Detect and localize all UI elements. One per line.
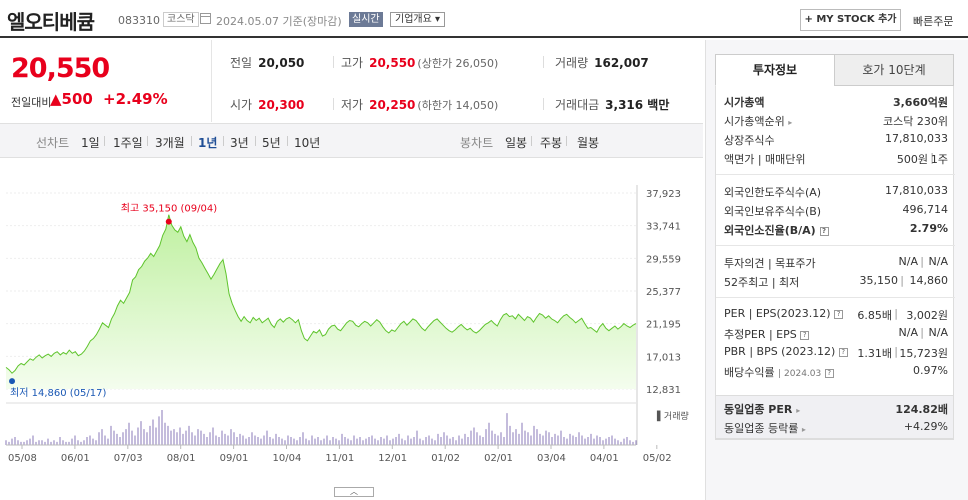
x-tick-label: 04/01 <box>590 453 619 464</box>
candle-chart-label: 봉차트 <box>460 136 494 150</box>
industry-box: 동일업종 PER ▸ 124.82배 동일업종 등락률 ▸ +4.29% <box>715 395 954 439</box>
help-icon: ? <box>800 331 810 340</box>
high-price: 고가 20,550 (상한가 26,050) <box>341 56 499 70</box>
x-tick-label: 11/01 <box>325 453 354 464</box>
period-1y[interactable]: 1년 <box>198 136 218 150</box>
arrow-right-icon: ▸ <box>788 118 793 127</box>
quote-table: 전일 20,050 고가 20,550 (상한가 26,050) 거래량 162,007… <box>213 40 703 122</box>
invest-info-panel: 투자정보 호가 10단계 시가총액 3,660억원 시가총액순위 ▸ 코스닥 230… <box>705 40 968 500</box>
help-icon: ? <box>824 369 834 378</box>
x-tick-label: 03/04 <box>537 453 566 464</box>
foreign-limit-row: 외국인한도주식수(A) 17,810,033 <box>724 184 948 199</box>
low-marker <box>9 378 16 385</box>
x-tick-label: 10/04 <box>273 453 302 464</box>
candle-daily[interactable]: 일봉 <box>505 136 528 150</box>
y-tick-label: 29,559 <box>646 254 681 265</box>
chart-period-bar: 선차트 1일 1주일 3개월 1년 3년 5년 10년 봉차트 일봉 주봉 월봉 <box>0 123 703 158</box>
y-tick-label: 12,831 <box>646 385 681 396</box>
open-price: 시가 20,300 <box>230 98 305 112</box>
rank-row[interactable]: 시가총액순위 ▸ 코스닥 230위 <box>724 115 948 128</box>
volume: 거래량 162,007 <box>555 56 649 70</box>
company-info-dropdown[interactable]: 기업개요 ▾ <box>390 12 445 27</box>
tab-orderbook[interactable]: 호가 10단계 <box>834 54 954 86</box>
y-tick-label: 21,195 <box>646 320 681 331</box>
industry-rate-row[interactable]: 동일업종 등락률 ▸ +4.29% <box>724 420 948 435</box>
week52-row: 52주최고 | 최저 35,150 | 14,860 <box>724 274 948 289</box>
period-3y[interactable]: 3년 <box>230 136 249 150</box>
price-chart[interactable]: 37,923 33,741 29,559 25,377 21,195 17,013 12,8… <box>0 160 703 500</box>
x-tick-label: 02/01 <box>484 453 513 464</box>
period-10y[interactable]: 10년 <box>294 136 321 150</box>
low-price: 저가 20,250 (하한가 14,050) <box>341 98 499 112</box>
stock-name: 엘오티베큠 <box>7 10 95 34</box>
x-tick-label: 08/01 <box>167 453 196 464</box>
price-chart-svg: 37,923 33,741 29,559 25,377 21,195 17,013 12,8… <box>5 185 689 464</box>
opinion-row: 투자의견 | 목표주가 N/A | N/A <box>724 255 948 270</box>
price-area <box>6 214 636 389</box>
market-badge: 코스닥 <box>163 12 199 27</box>
industry-per-row[interactable]: 동일업종 PER ▸ 124.82배 <box>724 403 948 416</box>
high-label: 최고 35,150 (09/04) <box>121 203 217 215</box>
y-tick-label: 25,377 <box>646 287 681 298</box>
foreign-ratio-row: 외국인소진율(B/A) ? 2.79% <box>724 222 948 237</box>
period-1w[interactable]: 1주일 <box>113 136 143 150</box>
candle-weekly[interactable]: 주봉 <box>540 136 563 150</box>
x-tick-label: 07/03 <box>114 453 143 464</box>
price-change: ▲500 <box>50 90 93 108</box>
price-summary: 20,550 전일대비 ▲500 +2.49% <box>0 40 212 122</box>
calendar-icon <box>200 13 211 24</box>
current-price: 20,550 <box>11 53 110 84</box>
price-change-percent: +2.49% <box>103 90 168 108</box>
prev-close: 전일 20,050 <box>230 56 305 70</box>
y-tick-label: 37,923 <box>646 189 681 200</box>
x-tick-label: 09/01 <box>220 453 249 464</box>
help-icon: ? <box>834 310 844 319</box>
change-label: 전일대비 <box>11 96 52 109</box>
period-5y[interactable]: 5년 <box>262 136 281 150</box>
trade-amount: 거래대금 3,316 백만 <box>555 98 670 112</box>
y-tick-label: 17,013 <box>646 352 681 363</box>
x-tick-label: 01/02 <box>431 453 460 464</box>
x-tick-label: 05/02 <box>643 453 672 464</box>
realtime-button[interactable]: 실시간 <box>349 12 383 27</box>
stock-code: 083310 <box>118 14 160 27</box>
y-tick-label: 33,741 <box>646 222 681 233</box>
stock-header: 엘오티베큠 083310 코스닥 2024.05.07 기준(장마감) 실시간 … <box>0 0 968 38</box>
price-line <box>5 214 637 374</box>
foreign-hold-row: 외국인보유주식수(B) 496,714 <box>724 203 948 218</box>
shares-row: 상장주식수 17,810,033 <box>724 132 948 147</box>
pbr-row: PBR | BPS (2023.12) ? 1.31배 | 15,723원 <box>724 345 948 360</box>
candle-monthly[interactable]: 월봉 <box>577 136 600 150</box>
high-marker <box>165 218 172 225</box>
period-1d[interactable]: 1일 <box>81 136 100 150</box>
arrow-right-icon: ▸ <box>801 425 806 434</box>
x-tick-label: 06/01 <box>61 453 90 464</box>
par-row: 액면가 | 매매단위 500원 | 1주 <box>724 151 948 166</box>
low-label: 최저 14,860 (05/17) <box>10 387 106 399</box>
quick-order-button[interactable]: 빠른주문 <box>913 15 954 28</box>
per-row: PER | EPS(2023.12) ? 6.85배 | 3,002원 <box>724 307 948 322</box>
arrow-right-icon: ▸ <box>796 406 801 415</box>
x-tick-label: 05/08 <box>8 453 37 464</box>
line-chart-label: 선차트 <box>36 136 70 150</box>
chart-collapse-handle[interactable]: ︿ <box>334 487 374 497</box>
market-cap-row: 시가총액 3,660억원 <box>724 96 948 109</box>
base-date: 2024.05.07 기준(장마감) <box>216 15 342 28</box>
add-mystock-button[interactable]: + MY STOCK 추가 <box>800 9 901 31</box>
volume-label: ▌거래량 <box>656 410 689 422</box>
dividend-row: 배당수익률 | 2024.03 ? 0.97% <box>724 364 948 379</box>
invest-info-body: 시가총액 3,660억원 시가총액순위 ▸ 코스닥 230위 상장주식수 17,810… <box>715 86 955 440</box>
help-icon: ? <box>819 227 829 236</box>
period-3m[interactable]: 3개월 <box>155 136 185 150</box>
help-icon: ? <box>838 348 848 357</box>
tab-invest-info[interactable]: 투자정보 <box>715 54 835 86</box>
x-tick-label: 12/01 <box>378 453 407 464</box>
est-per-row: 추정PER | EPS ? N/A | N/A <box>724 326 948 341</box>
